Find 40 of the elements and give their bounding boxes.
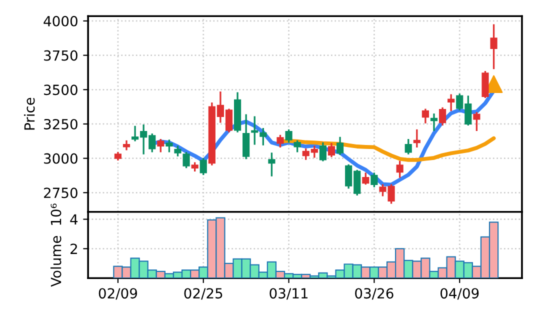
- y-tick-label: 3750: [44, 50, 78, 61]
- x-tick-label: 02/09: [98, 288, 137, 300]
- candlestick: [473, 112, 480, 131]
- candlestick: [200, 158, 207, 175]
- candlestick: [448, 94, 455, 112]
- candlestick: [370, 172, 378, 188]
- x-tick-label: 03/11: [270, 288, 308, 300]
- y-tick-label: 2750: [44, 188, 78, 198]
- y-tick-label: 3250: [44, 118, 78, 130]
- candlestick: [482, 70, 489, 98]
- y-tick-label: 2: [70, 244, 77, 254]
- candlestick: [490, 24, 498, 70]
- candlestick: [438, 107, 446, 126]
- candlestick: [276, 134, 284, 148]
- y-tick-label: 4000: [44, 16, 78, 26]
- candlestick: [362, 172, 370, 185]
- x-tick-label: 04/09: [440, 288, 479, 300]
- candlestick: [166, 140, 173, 152]
- candlestick: [430, 114, 438, 131]
- candlestick: [413, 129, 420, 148]
- candlestick: [396, 160, 404, 178]
- candlestick: [294, 140, 301, 152]
- candlestick: [422, 108, 429, 124]
- candlestick: [242, 114, 250, 160]
- candlestick: [268, 152, 276, 176]
- y-axis-title: Volume 10⁶: [50, 204, 62, 287]
- y-tick-label: 3000: [44, 153, 78, 164]
- candlestick: [285, 129, 292, 143]
- y-tick-label: 4: [70, 214, 78, 225]
- candlestick: [328, 143, 336, 158]
- candlestick: [122, 140, 130, 150]
- candlestick: [319, 142, 326, 162]
- x-tick-label: 02/25: [184, 288, 222, 300]
- candlestick: [157, 138, 164, 152]
- candlestick: [404, 138, 412, 154]
- x-tick-label: 03/26: [355, 288, 394, 300]
- candlestick: [336, 136, 344, 156]
- candlestick: [182, 152, 190, 168]
- y-tick-label: 3500: [44, 84, 78, 96]
- y-axis-title: Price: [24, 98, 35, 130]
